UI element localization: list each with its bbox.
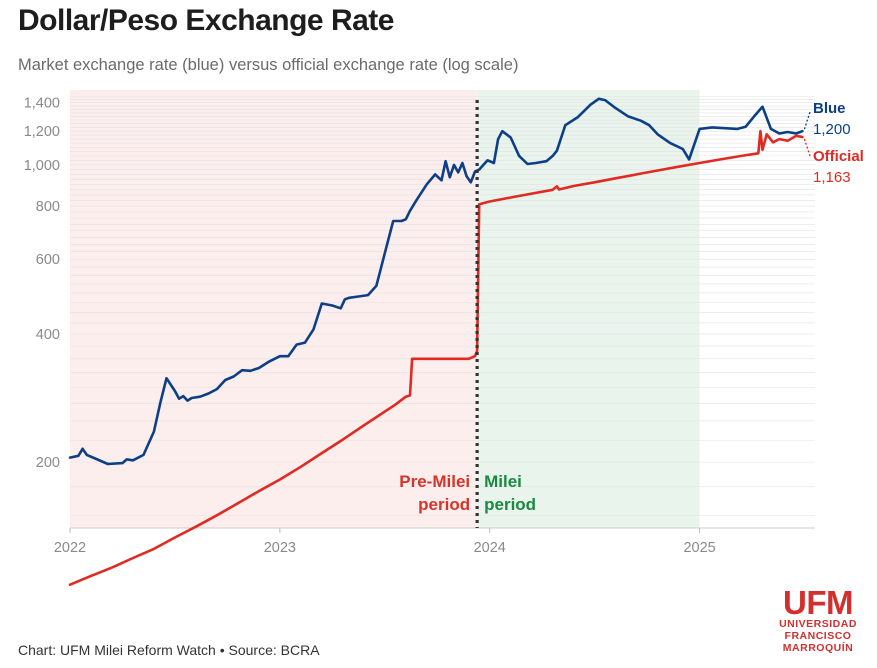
series-line-blue xyxy=(68,97,804,466)
chart-subtitle: Market exchange rate (blue) versus offic… xyxy=(18,56,519,74)
pre-milei-label-1: Pre-Milei xyxy=(399,472,470,491)
blue-end-value: 1,200 xyxy=(813,121,851,138)
logo-line-3: MARROQUÍN xyxy=(782,642,854,654)
blue-end-label: Blue xyxy=(813,100,846,117)
x-tick-label: 2023 xyxy=(264,540,296,556)
y-tick-label: 1,200 xyxy=(24,124,60,140)
milei-label-2: period xyxy=(484,495,536,514)
milei-label-1: Milei xyxy=(484,472,522,491)
y-tick-label: 800 xyxy=(36,199,60,215)
chart-title: Dollar/Peso Exchange Rate xyxy=(18,4,394,37)
official-end-label: Official xyxy=(813,148,864,165)
y-tick-label: 600 xyxy=(36,252,60,268)
y-tick-label: 200 xyxy=(36,455,60,471)
source-note: Chart: UFM Milei Reform Watch • Source: … xyxy=(18,642,320,658)
y-tick-label: 1,400 xyxy=(24,96,60,112)
official-end-value: 1,163 xyxy=(813,169,851,186)
x-tick-label: 2025 xyxy=(683,540,715,556)
logo-line-2: FRANCISCO xyxy=(784,630,852,642)
y-tick-label: 1,000 xyxy=(24,158,60,174)
logo-mark: UFM xyxy=(783,584,853,621)
logo-line-1: UNIVERSIDAD xyxy=(779,618,857,630)
official-leader-line xyxy=(803,138,811,157)
x-tick-label: 2024 xyxy=(474,540,506,556)
y-tick-label: 400 xyxy=(36,327,60,343)
blue-leader-line xyxy=(803,111,811,130)
x-tick-label: 2022 xyxy=(54,540,86,556)
ufm-logo: UFM UNIVERSIDAD FRANCISCO MARROQUÍN xyxy=(770,584,866,654)
period-band-pre-milei xyxy=(70,90,478,528)
period-band-milei xyxy=(477,90,700,528)
pre-milei-label-2: period xyxy=(418,495,470,514)
